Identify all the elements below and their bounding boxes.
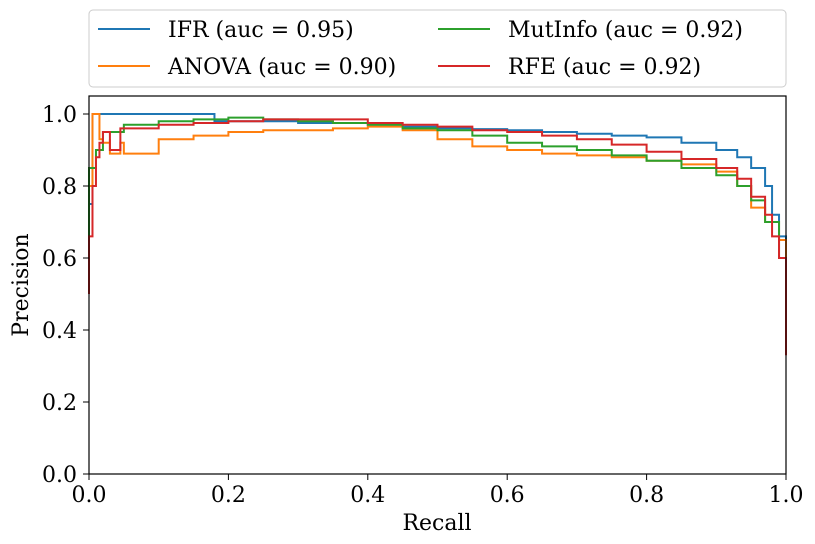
series-line-0 — [88, 113, 787, 316]
x-axis-ticks: 0.0 0.2 0.4 0.6 0.8 1.0 — [72, 474, 804, 508]
x-axis-label: Recall — [402, 511, 471, 536]
series-line-2 — [88, 116, 787, 316]
plot-frame — [88, 95, 787, 475]
plot-series-group — [88, 113, 787, 356]
legend: IFR (auc = 0.95) ANOVA (auc = 0.90) MutI… — [88, 9, 787, 88]
y-axis-ticks: 0.0 0.2 0.4 0.6 0.8 1.0 — [42, 103, 89, 488]
y-tick-label: 0.8 — [42, 175, 77, 200]
series-line-3 — [88, 118, 787, 356]
x-tick-label: 1.0 — [769, 483, 804, 508]
x-tick-label: 0.4 — [350, 483, 385, 508]
y-axis-label: Precision — [9, 233, 34, 336]
legend-label-mutinfo: MutInfo (auc = 0.92) — [508, 18, 743, 43]
y-tick-label: 0.2 — [42, 391, 77, 416]
y-tick-label: 0.4 — [42, 319, 77, 344]
y-tick-label: 1.0 — [42, 103, 77, 128]
legend-label-rfe: RFE (auc = 0.92) — [508, 55, 701, 80]
legend-label-anova: ANOVA (auc = 0.90) — [167, 55, 396, 80]
x-tick-label: 0.2 — [211, 483, 246, 508]
x-tick-label: 0.8 — [629, 483, 664, 508]
legend-frame — [88, 9, 787, 88]
legend-label-ifr: IFR (auc = 0.95) — [168, 18, 354, 43]
x-tick-label: 0.6 — [490, 483, 525, 508]
x-tick-label: 0.0 — [72, 483, 107, 508]
y-tick-label: 0.6 — [42, 247, 77, 272]
y-tick-label: 0.0 — [42, 463, 77, 488]
